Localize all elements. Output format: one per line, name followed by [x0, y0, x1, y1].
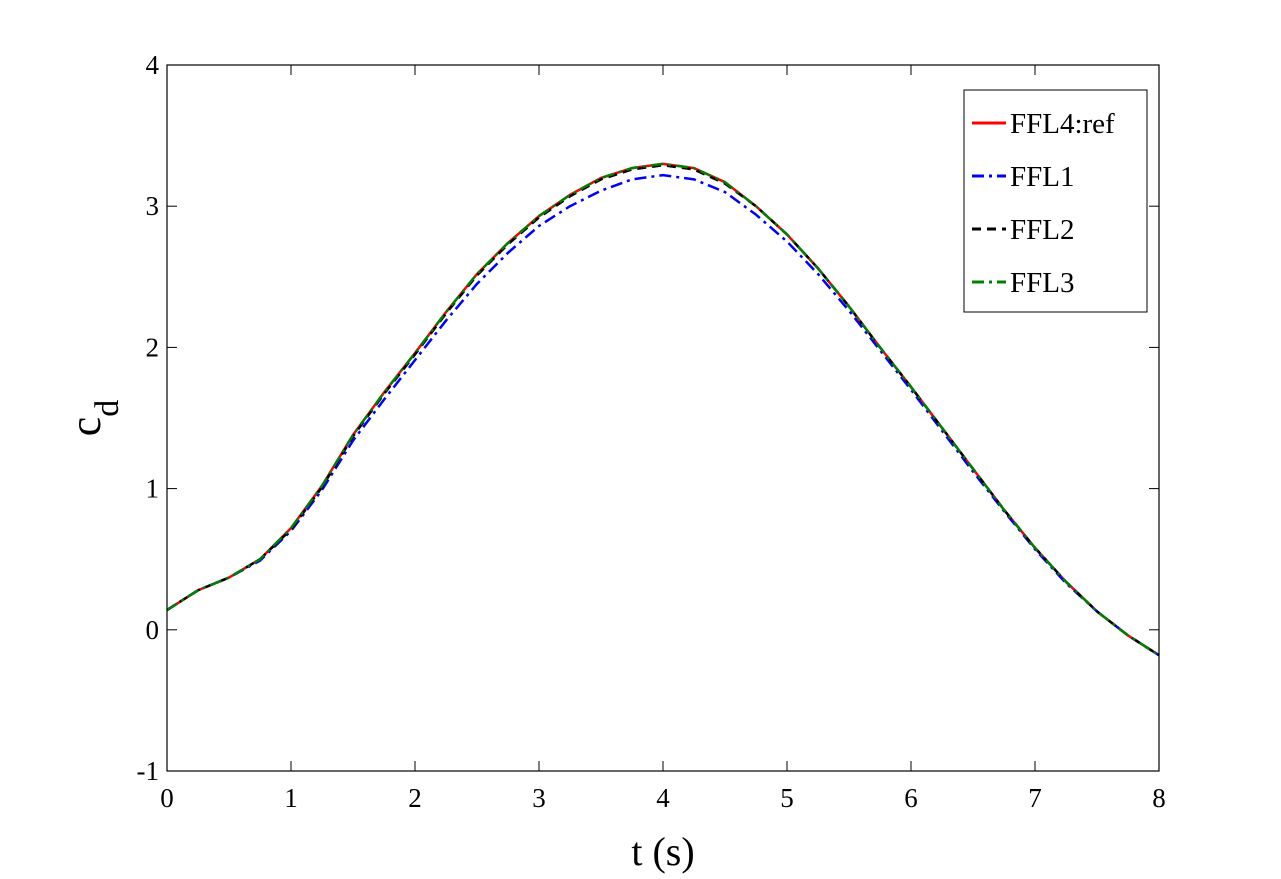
y-tick-label: 0 — [146, 615, 160, 645]
x-tick-label: 5 — [780, 783, 794, 813]
legend-label: FFL2 — [1010, 214, 1074, 246]
x-tick-label: 0 — [160, 783, 174, 813]
y-axis-label-main: c — [61, 417, 110, 437]
y-tick-label: 4 — [146, 50, 160, 80]
y-axis-label-subscript: d — [89, 400, 126, 417]
y-axis-label: cd — [61, 400, 126, 437]
x-tick-label: 3 — [532, 783, 546, 813]
y-tick-label: 1 — [146, 474, 160, 504]
legend-box — [963, 89, 1148, 313]
x-tick-label: 8 — [1152, 783, 1166, 813]
x-tick-label: 7 — [1028, 783, 1042, 813]
legend: FFL4:ref FFL1 FFL2 FFL3 — [963, 89, 1148, 313]
y-tick-label: 2 — [146, 332, 160, 362]
series-line — [166, 162, 1160, 657]
legend-label: FFL3 — [1010, 267, 1074, 299]
x-tick-label: 4 — [656, 783, 670, 813]
legend-label: FFL4:ref — [1010, 108, 1115, 140]
x-tick-label: 1 — [284, 783, 298, 813]
x-tick-label: 6 — [904, 783, 918, 813]
legend-label: FFL1 — [1010, 161, 1074, 193]
plot-frame — [166, 64, 1160, 772]
x-tick-label: 2 — [408, 783, 422, 813]
y-tick-label: 3 — [146, 191, 160, 221]
x-axis-label: t (s) — [631, 829, 694, 874]
y-tick-label: -1 — [137, 756, 160, 786]
